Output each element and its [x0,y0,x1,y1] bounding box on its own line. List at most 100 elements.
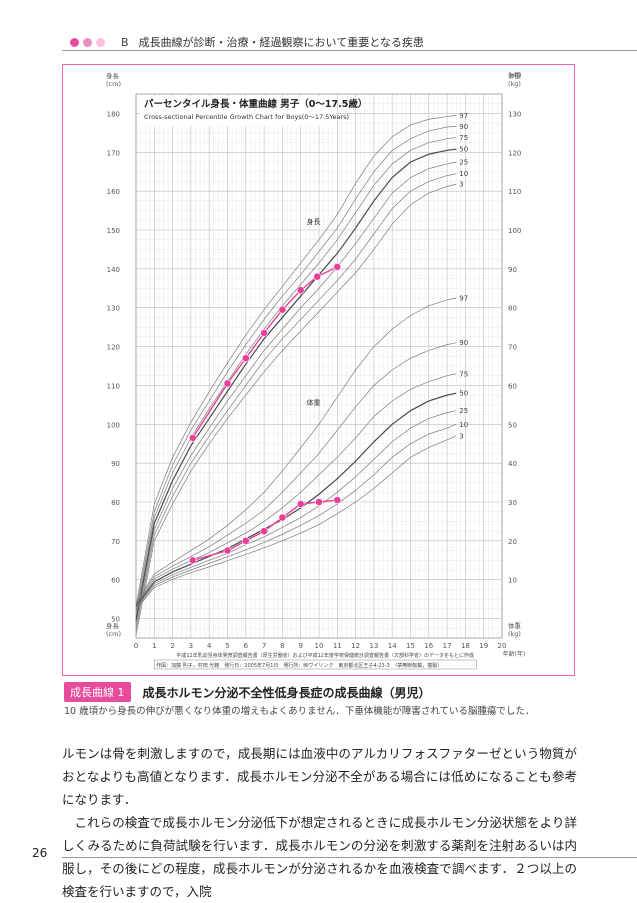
weight-patient-point [315,498,323,506]
chart-subtitle: Cross-sectional Percentile Growth Chart … [144,113,349,121]
height-percentile-label: 25 [459,159,468,167]
height-percentile-10 [135,173,457,631]
page-number: 26 [32,846,48,860]
header-dot-icon [96,37,105,47]
x-tick-label: 5 [225,642,229,650]
weight-tick-label: 80 [508,305,517,313]
x-axis-label: 年齢(年) [503,650,526,658]
x-tick-label: 1 [152,642,156,650]
height-percentile-3 [135,183,457,635]
height-percentile-label: 90 [459,123,468,131]
weight-tick-label: 50 [508,421,517,429]
page-header: B 成長曲線が診断・治療・経過観察において重要となる疾患 [70,34,424,50]
height-percentile-label: 3 [459,181,463,189]
weight-tick-label: 40 [508,460,517,468]
height-tick-label: 140 [107,266,120,274]
height-patient-point [241,354,250,363]
height-tick-label: 150 [107,227,120,235]
footer-divider [62,857,637,858]
height-percentile-90 [135,125,457,611]
weight-tick-label: 120 [508,149,521,157]
weight-patient-point [260,527,268,536]
left-axis-unit: (cm) [106,80,121,88]
right-axis-label-bottom: 体重 [508,621,522,630]
weight-percentile-97 [135,297,457,604]
x-tick-label: 0 [134,642,138,650]
x-tick-label: 19 [479,642,488,650]
height-tick-label: 170 [107,149,120,157]
weight-tick-label: 70 [508,344,517,352]
figure-caption: 成長曲線 1 成長ホルモン分泌不全性低身長症の成長曲線（男児） [64,682,431,702]
weight-percentile-25 [135,410,457,608]
chart-title-background [140,96,336,126]
weight-percentile-label: 3 [459,432,463,440]
weight-patient-point [188,556,197,565]
section-title: 成長曲線が診断・治療・経過観察において重要となる疾患 [138,36,424,49]
weight-percentile-10 [135,423,457,609]
weight-tick-label: 10 [508,577,517,585]
x-tick-label: 4 [207,642,212,650]
x-tick-label: 14 [388,642,397,650]
height-tick-label: 100 [107,421,120,429]
height-patient-point [223,379,232,388]
height-percentile-50 [135,148,457,621]
x-tick-label: 3 [189,642,193,650]
caption-badge: 成長曲線 1 [64,682,131,702]
x-tick-label: 10 [315,642,324,650]
x-tick-label: 7 [262,642,266,650]
source-note: 平成12年乳幼児身体発育調査報告書（厚生労働省）および平成12年度学校保健統計調… [176,652,474,659]
weight-patient-point [296,500,305,508]
height-percentile-25 [135,161,457,626]
weight-percentile-label: 10 [459,421,468,429]
header-divider [62,50,637,51]
weight-tick-label: 100 [508,227,521,235]
height-patient-point [296,286,305,295]
x-tick-label: 8 [280,642,284,650]
source-credit: 作図：加藤 則子，村田 光範 発行日：2005年7月1日 発行所：㈱ヴイリンク … [156,662,442,669]
right-axis-unit-bottom: (kg) [508,630,521,638]
chart-frame [62,64,575,676]
weight-percentile-label: 50 [459,390,468,398]
chart-title: パーセンタイル身長・体重曲線 男子（0〜17.5歳） [144,98,367,110]
height-tick-label: 80 [111,499,120,507]
height-section-label: 身長 [307,217,321,226]
header-dot-icon [70,37,79,47]
weight-tick-label: 110 [508,188,521,196]
header-dot-icon [83,37,92,47]
right-axis-label: 体重 [508,71,522,80]
height-patient-point [188,433,197,442]
x-tick-label: 13 [369,642,378,650]
x-tick-label: 16 [424,642,433,650]
x-tick-label: 2 [170,642,174,650]
weight-percentile-label: 75 [459,370,468,378]
height-percentile-97 [135,115,457,607]
height-patient-point [313,272,322,281]
weight-percentile-label: 25 [459,407,468,415]
right-axis-unit: (kg) [508,80,521,88]
body-paragraph: これらの検査で成長ホルモン分泌低下が想定されるときに成長ホルモン分泌状態をより詳… [62,815,577,899]
x-tick-label: 17 [443,642,452,650]
x-tick-label: 12 [351,642,360,650]
weight-patient-point [241,536,250,545]
height-percentile-label: 10 [459,170,468,178]
height-percentile-label: 50 [459,146,468,154]
x-tick-label: 11 [333,642,342,650]
left-axis-label: 身長 [106,71,120,80]
plot-border [135,93,503,639]
height-tick-label: 60 [111,577,120,585]
weight-patient-point [223,546,232,555]
height-patient-point [278,305,287,314]
weight-tick-label: 130 [508,110,521,118]
weight-tick-label: 140 [508,72,521,80]
caption-note: 10 歳頃から身長の伸びが悪くなり体重の増えもよくありません．下垂体機能が障害さ… [64,706,535,717]
growth-chart: 5060708090100110120130140150160170180102… [106,71,526,670]
source-note-box [154,659,477,670]
left-axis-unit-bottom: (cm) [106,630,121,638]
height-patient-point [333,263,342,271]
height-tick-label: 160 [107,188,120,196]
weight-tick-label: 30 [508,499,517,507]
weight-tick-label: 60 [508,382,517,390]
weight-percentile-90 [135,342,457,605]
caption-title: 成長ホルモン分泌不全性低身長症の成長曲線（男児） [142,685,431,700]
height-tick-label: 180 [107,110,120,118]
